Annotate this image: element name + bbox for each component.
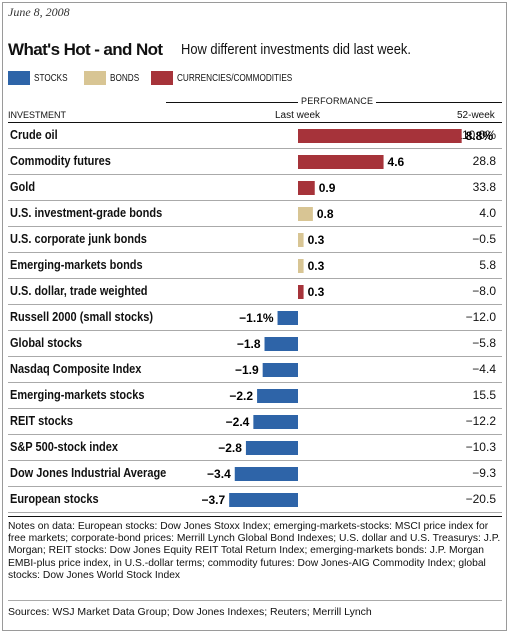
bar	[298, 155, 384, 169]
week52-value: 4.0	[479, 206, 496, 220]
performance-header: PERFORMANCE	[298, 96, 377, 106]
category-label: Emerging-markets bonds	[10, 258, 143, 272]
table-row: Global stocks −5.8	[8, 331, 502, 357]
bar-value-label: −1.8	[237, 337, 261, 351]
week52-value: −12.0	[465, 310, 496, 324]
category-label: Commodity futures	[10, 154, 111, 168]
legend-item-stocks: STOCKS	[8, 71, 75, 85]
week52-value: −8.0	[472, 284, 496, 298]
bar-value-label: −1.9	[235, 363, 259, 377]
week52-value: 28.8	[472, 154, 496, 168]
table-row: Gold 33.8	[8, 175, 502, 201]
table-row: REIT stocks −12.2	[8, 409, 502, 435]
bar-value-label: 0.3	[308, 233, 325, 247]
legend-swatch-stocks	[8, 71, 30, 85]
legend-label-commodities: CURRENCIES/COMMODITIES	[177, 72, 293, 84]
category-label: REIT stocks	[10, 414, 73, 428]
table-row: Dow Jones Industrial Average −9.3	[8, 461, 502, 487]
bar-value-label: −1.1%	[239, 311, 274, 325]
bar	[277, 311, 298, 325]
investment-header: INVESTMENT	[8, 110, 67, 120]
table-row: Emerging-markets bonds 5.8	[8, 253, 502, 279]
category-label: Dow Jones Industrial Average	[10, 466, 167, 480]
legend-swatch-bonds	[84, 71, 106, 85]
week52-value: 110.0%	[456, 128, 496, 142]
week52-header: 52-week	[457, 110, 495, 121]
table-row: U.S. dollar, trade weighted −8.0	[8, 279, 502, 305]
legend-label-stocks: STOCKS	[34, 72, 68, 84]
date-label: June 8, 2008	[8, 5, 70, 19]
week52-value: −4.4	[472, 362, 496, 376]
bar	[253, 415, 298, 429]
table-row: Emerging-markets stocks 15.5	[8, 383, 502, 409]
bar-value-label: −3.7	[201, 493, 225, 507]
bar-value-label: 4.6	[388, 155, 405, 169]
table-row: U.S. investment-grade bonds 4.0	[8, 201, 502, 227]
category-label: Gold	[10, 180, 36, 194]
category-label: Crude oil	[10, 128, 58, 142]
week52-value: −20.5	[465, 492, 496, 506]
bar-value-label: −2.8	[218, 441, 242, 455]
last-week-header: Last week	[275, 110, 321, 121]
table-row: Crude oil 110.0%	[8, 123, 502, 149]
table-row: S&P 500-stock index −10.3	[8, 435, 502, 461]
legend-swatch-commodities	[151, 71, 173, 85]
category-label: European stocks	[10, 492, 99, 506]
chart-title: What's Hot - and Not	[8, 40, 163, 59]
category-label: U.S. corporate junk bonds	[10, 232, 147, 246]
bar	[229, 493, 298, 507]
category-label: Global stocks	[10, 336, 83, 350]
category-label: U.S. dollar, trade weighted	[10, 284, 148, 298]
week52-value: 33.8	[472, 180, 496, 194]
bar	[262, 363, 298, 377]
bar-value-label: 0.9	[319, 181, 336, 195]
bar-value-label: −3.4	[207, 467, 231, 481]
bar	[298, 259, 304, 273]
bar-value-label: −2.2	[229, 389, 253, 403]
bar-value-label: 8.8%	[466, 129, 494, 143]
category-label: Russell 2000 (small stocks)	[10, 310, 154, 324]
bar-value-label: 0.3	[308, 259, 325, 273]
legend-item-commodities: CURRENCIES/COMMODITIES	[151, 71, 318, 85]
category-label: S&P 500-stock index	[10, 440, 119, 454]
week52-value: −5.8	[472, 336, 496, 350]
legend-item-bonds: BONDS	[84, 71, 146, 85]
table-row: U.S. corporate junk bonds −0.5	[8, 227, 502, 253]
table-row: Commodity futures 28.8	[8, 149, 502, 175]
header-rule	[8, 122, 502, 123]
table-row: European stocks −20.5	[8, 487, 502, 513]
week52-value: −12.2	[465, 414, 496, 428]
notes-rule	[8, 516, 502, 517]
bar	[298, 233, 304, 247]
table-row: Nasdaq Composite Index −4.4	[8, 357, 502, 383]
bar	[298, 285, 304, 299]
bar-value-label: 0.3	[308, 285, 325, 299]
bar-value-label: −2.4	[226, 415, 250, 429]
category-label: Nasdaq Composite Index	[10, 362, 142, 376]
bar	[257, 389, 298, 403]
bar	[298, 129, 462, 143]
bar-value-label: 0.8	[317, 207, 334, 221]
week52-value: 15.5	[472, 388, 496, 402]
bar	[298, 207, 313, 221]
bar	[264, 337, 298, 351]
bar	[245, 441, 298, 455]
sources-text: Sources: WSJ Market Data Group; Dow Jone…	[8, 606, 372, 618]
week52-value: −0.5	[472, 232, 496, 246]
bar	[298, 181, 315, 195]
chart-subtitle: How different investments did last week.	[181, 41, 411, 58]
sources-rule	[8, 600, 502, 601]
legend-label-bonds: BONDS	[110, 72, 140, 84]
week52-value: −10.3	[465, 440, 496, 454]
category-label: Emerging-markets stocks	[10, 388, 145, 402]
category-label: U.S. investment-grade bonds	[10, 206, 163, 220]
notes-text: Notes on data: European stocks: Dow Jone…	[8, 521, 501, 581]
week52-value: −9.3	[472, 466, 496, 480]
table-row: Russell 2000 (small stocks) −12.0	[8, 305, 502, 331]
week52-value: 5.8	[479, 258, 496, 272]
bar	[234, 467, 298, 481]
